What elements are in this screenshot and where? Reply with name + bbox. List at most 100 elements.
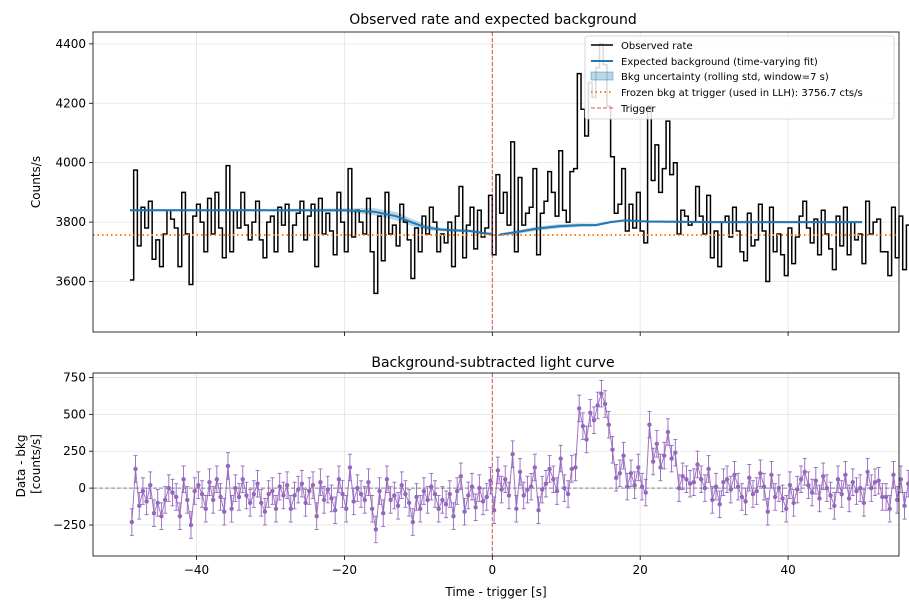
legend-item-observed: Observed rate [591,41,693,52]
legend-label-uncertainty: Bkg uncertainty (rolling std, window=7 s… [621,72,829,83]
data-point [133,466,138,472]
top-y-tick-label: 4400 [55,37,86,51]
expected-background-line [499,219,863,236]
data-point [292,493,297,498]
data-point [628,471,634,476]
data-point [303,500,308,506]
data-point [495,468,501,473]
data-point [503,477,508,482]
legend-label-frozen: Frozen bkg at trigger (used in LLH): 375… [621,88,863,99]
data-point [543,481,549,486]
data-point [698,477,704,482]
data-point [240,477,245,482]
data-point [155,500,160,506]
data-point [791,500,796,506]
data-point [869,485,874,491]
data-point [551,477,556,482]
bottom-y-axis-label-line-1: Data - bkg [14,435,28,498]
data-point [188,522,194,528]
data-point [547,466,552,472]
legend-item-trigger: Trigger [591,104,656,115]
data-point [865,469,870,475]
data-point [872,480,878,485]
data-point [750,491,756,497]
data-point [580,423,586,429]
background-uncertainty-band [129,208,493,236]
data-point [743,499,748,504]
data-point [639,484,645,489]
data-point [207,480,212,485]
data-point [480,499,486,504]
bottom-y-tick-label: 250 [63,444,86,458]
data-point [321,497,327,503]
data-point [170,490,175,495]
data-point [392,493,397,498]
data-point [425,497,430,503]
data-point [876,478,881,483]
data-point [395,503,401,509]
data-point [613,475,619,480]
data-point [225,463,231,469]
data-point [273,506,279,511]
bottom-x-tick-label: 20 [633,563,648,577]
bottom-x-tick-label: −40 [184,563,209,577]
data-point [854,488,859,494]
data-point [525,487,530,492]
data-point [576,406,582,411]
data-point [144,499,149,504]
bottom-axis-ticks: −40 −20 0 20 40 −250 0 250 500 750 [53,370,796,577]
data-point [196,482,201,488]
data-point [602,401,608,407]
data-point [399,482,404,488]
data-point [159,513,164,519]
data-point [218,494,223,500]
data-point [669,456,674,461]
data-point [710,497,715,503]
data-point [591,418,597,423]
data-point [355,485,360,491]
top-panel: Observed rate and expected background 36… [29,12,909,336]
data-point [499,487,504,492]
data-point [295,487,301,492]
data-point [137,503,142,509]
data-point [214,477,220,482]
data-point [192,488,197,494]
data-point [839,491,844,497]
data-point [148,482,153,488]
data-point [906,481,909,486]
data-point [554,488,560,494]
data-point [384,477,390,482]
data-point [595,403,600,408]
bottom-series-group [93,373,909,556]
data-point [377,488,382,494]
data-point [747,475,752,480]
data-point [713,484,719,489]
data-point [673,450,678,455]
legend-swatch-uncertainty [590,71,614,81]
data-point [185,497,190,503]
data-point [229,506,234,511]
data-point [843,472,848,478]
data-point [632,482,637,488]
bottom-panel-title: Background-subtracted light curve [371,355,614,371]
top-axis-ticks: 3600 3800 4000 4200 4400 [55,37,789,336]
data-point [284,482,290,488]
legend-item-uncertainty: Bkg uncertainty (rolling std, window=7 s… [590,71,829,83]
data-point [584,437,589,442]
data-point [521,493,526,498]
data-point [477,485,482,491]
data-point [366,480,371,485]
data-point [454,488,460,494]
data-point [850,480,855,485]
data-point [721,480,726,485]
data-point [473,505,478,510]
data-point [181,477,186,482]
data-point [717,502,722,507]
data-point [318,480,323,485]
top-series-group [93,32,909,332]
data-point [222,509,227,514]
data-point [569,466,574,472]
data-point [857,485,863,491]
data-point [887,506,892,511]
data-point [203,506,208,511]
